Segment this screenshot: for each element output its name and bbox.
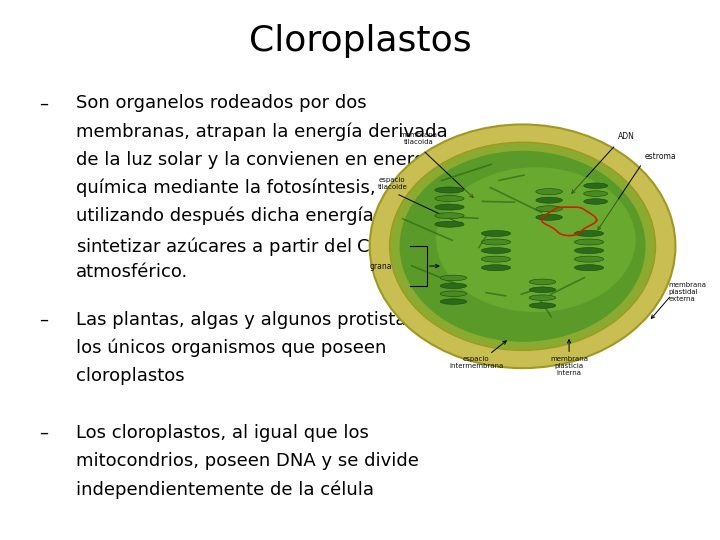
- Ellipse shape: [584, 183, 608, 188]
- Ellipse shape: [440, 283, 467, 288]
- Text: membrana
plastidal
externa: membrana plastidal externa: [669, 282, 707, 302]
- Text: estroma: estroma: [645, 152, 677, 161]
- Ellipse shape: [529, 295, 556, 300]
- Ellipse shape: [529, 287, 556, 293]
- Text: de la luz solar y la convienen en energí: de la luz solar y la convienen en energí: [76, 151, 430, 169]
- Text: cloroplastos: cloroplastos: [76, 367, 184, 384]
- Text: –: –: [40, 94, 49, 112]
- Text: Son organelos rodeados por dos: Son organelos rodeados por dos: [76, 94, 366, 112]
- Ellipse shape: [482, 239, 510, 245]
- Ellipse shape: [482, 231, 510, 237]
- Ellipse shape: [482, 247, 510, 254]
- Ellipse shape: [536, 197, 562, 203]
- Text: –: –: [40, 310, 49, 328]
- Ellipse shape: [482, 256, 510, 262]
- Text: ADN: ADN: [618, 132, 635, 141]
- Text: membrana
tilacoida: membrana tilacoida: [400, 132, 438, 145]
- Ellipse shape: [436, 167, 636, 312]
- Ellipse shape: [369, 124, 675, 368]
- Ellipse shape: [529, 279, 556, 285]
- Text: química mediante la fotosíntesis,: química mediante la fotosíntesis,: [76, 179, 375, 197]
- Ellipse shape: [482, 265, 510, 271]
- Ellipse shape: [575, 256, 603, 262]
- Ellipse shape: [529, 303, 556, 308]
- Text: atmosférico.: atmosférico.: [76, 263, 188, 281]
- Text: Cloroplastos: Cloroplastos: [248, 24, 472, 58]
- Text: espacio
tilacoide: espacio tilacoide: [377, 177, 408, 190]
- Ellipse shape: [575, 239, 603, 245]
- Ellipse shape: [584, 199, 608, 204]
- Ellipse shape: [536, 206, 562, 212]
- Ellipse shape: [575, 247, 603, 254]
- Text: independientemente de la célula: independientemente de la célula: [76, 480, 374, 498]
- Ellipse shape: [440, 275, 467, 281]
- Ellipse shape: [390, 142, 655, 350]
- Text: Los cloroplastos, al igual que los: Los cloroplastos, al igual que los: [76, 424, 369, 442]
- Ellipse shape: [584, 191, 608, 197]
- Ellipse shape: [435, 213, 464, 219]
- Text: Las plantas, algas y algunos protistas són: Las plantas, algas y algunos protistas s…: [76, 310, 453, 329]
- Text: mitocondrios, poseen DNA y se divide: mitocondrios, poseen DNA y se divide: [76, 452, 418, 470]
- Ellipse shape: [435, 195, 464, 201]
- Text: –: –: [40, 424, 49, 442]
- Ellipse shape: [400, 151, 646, 342]
- Text: membranas, atrapan la energía derivada: membranas, atrapan la energía derivada: [76, 123, 447, 141]
- Text: membrana
plasticia
interna: membrana plasticia interna: [550, 356, 588, 376]
- Ellipse shape: [440, 299, 467, 305]
- Text: los únicos organismos que poseen: los únicos organismos que poseen: [76, 339, 386, 357]
- Ellipse shape: [435, 204, 464, 210]
- Ellipse shape: [435, 187, 464, 193]
- Text: espacio
intermembrana: espacio intermembrana: [449, 356, 503, 369]
- Ellipse shape: [440, 291, 467, 296]
- Text: sintetizar azúcares a partir del CO$_2$: sintetizar azúcares a partir del CO$_2$: [76, 235, 392, 258]
- Text: grana: grana: [370, 261, 392, 271]
- Ellipse shape: [435, 221, 464, 227]
- Text: utilizando después dicha energía pera: utilizando después dicha energía pera: [76, 207, 420, 225]
- Ellipse shape: [575, 265, 603, 271]
- Ellipse shape: [575, 231, 603, 237]
- Ellipse shape: [536, 188, 562, 194]
- Ellipse shape: [536, 214, 562, 220]
